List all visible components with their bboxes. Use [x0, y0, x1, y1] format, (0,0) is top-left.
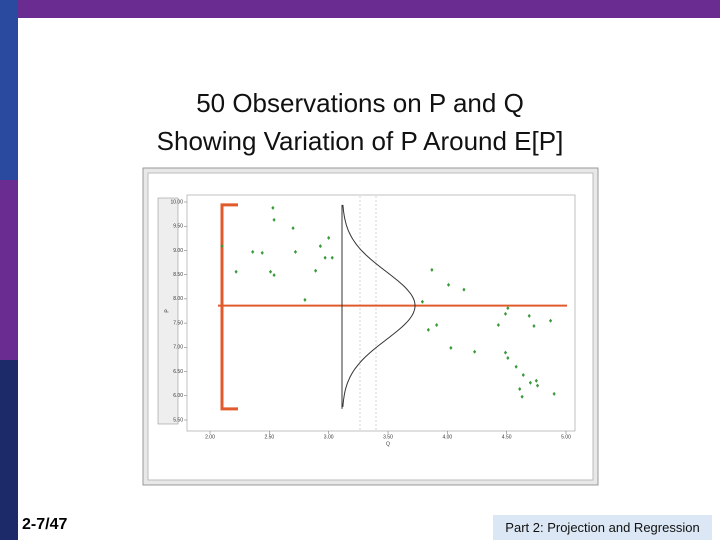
point	[303, 297, 307, 302]
y-tick-label: 10.00	[170, 199, 183, 205]
point	[520, 394, 524, 399]
point	[449, 345, 453, 350]
x-tick-label: 2.00	[205, 434, 215, 440]
point	[521, 372, 525, 377]
point	[314, 268, 318, 273]
point	[462, 287, 466, 292]
point	[532, 324, 536, 329]
y-tick-label: 7.00	[173, 345, 183, 351]
title-line: Showing Variation of P Around E[P]	[156, 126, 564, 156]
point	[527, 313, 531, 318]
point	[272, 217, 276, 222]
page-number: 2-7/47	[22, 516, 68, 533]
distribution-curve	[342, 204, 416, 407]
point	[268, 269, 273, 274]
point	[514, 364, 518, 369]
x-tick-label: 5.00	[561, 434, 571, 440]
point	[327, 235, 331, 240]
slide-title: 50 Observations on P and Q Showing Varia…	[40, 84, 680, 160]
side-bar	[0, 360, 18, 540]
point	[330, 255, 334, 260]
point	[426, 327, 430, 332]
point	[518, 386, 522, 391]
y-tick-label: 5.50	[173, 417, 183, 423]
point	[271, 205, 275, 210]
y-tick-label: 8.50	[173, 272, 183, 278]
y-axis-label: P	[164, 309, 170, 313]
point	[251, 249, 255, 254]
point	[234, 269, 238, 274]
point	[272, 273, 276, 278]
point	[318, 244, 322, 249]
x-tick-label: 3.00	[324, 434, 334, 440]
x-tick-label: 2.50	[264, 434, 274, 440]
y-tick-label: 8.00	[173, 296, 183, 302]
y-tick-label: 9.00	[173, 248, 183, 254]
x-tick-label: 3.50	[383, 434, 393, 440]
x-axis-label: Q	[386, 441, 390, 447]
point	[291, 226, 295, 231]
point	[535, 383, 540, 388]
top-bar	[0, 0, 720, 18]
title-line: 50 Observations on P and Q	[196, 88, 524, 118]
point	[446, 282, 451, 287]
point	[260, 250, 264, 255]
point	[430, 267, 434, 272]
x-tick-label: 4.00	[442, 434, 452, 440]
point	[496, 323, 500, 328]
y-tick-label: 6.50	[173, 369, 183, 375]
point	[528, 380, 532, 385]
point	[420, 299, 425, 304]
plot-area	[186, 194, 576, 432]
footer: Part 2: Projection and Regression	[493, 515, 712, 540]
point	[435, 323, 439, 328]
range-bracket	[220, 203, 238, 411]
point	[323, 255, 327, 260]
point	[293, 249, 298, 254]
point	[473, 349, 477, 354]
y-tick-label: 9.50	[173, 224, 183, 230]
x-tick-label: 4.50	[502, 434, 512, 440]
point	[552, 391, 556, 396]
side-bar	[0, 180, 18, 360]
point	[506, 355, 510, 360]
point	[534, 378, 538, 383]
y-tick-label: 6.00	[173, 393, 183, 399]
side-bar	[0, 0, 18, 180]
y-label-pane	[157, 197, 179, 425]
y-tick-label: 7.50	[173, 320, 183, 326]
point	[220, 244, 224, 249]
point	[503, 350, 508, 355]
point	[506, 306, 510, 311]
point	[503, 311, 508, 316]
point	[548, 318, 553, 323]
